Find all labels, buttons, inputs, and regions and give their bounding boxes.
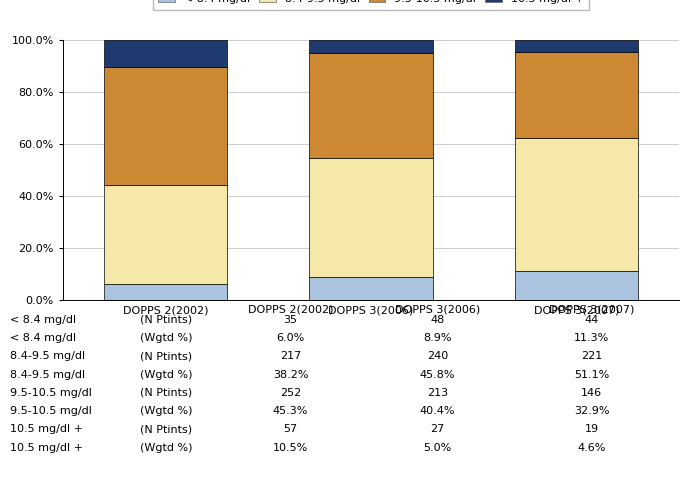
Text: 221: 221 — [581, 352, 602, 362]
Text: 9.5-10.5 mg/dl: 9.5-10.5 mg/dl — [10, 406, 92, 416]
Bar — [104, 40, 228, 68]
Text: < 8.4 mg/dl: < 8.4 mg/dl — [10, 333, 76, 343]
Text: 10.5 mg/dl +: 10.5 mg/dl + — [10, 424, 83, 434]
Text: 217: 217 — [280, 352, 301, 362]
Text: 8.4-9.5 mg/dl: 8.4-9.5 mg/dl — [10, 352, 85, 362]
Bar — [104, 68, 228, 185]
Text: (N Ptints): (N Ptints) — [140, 424, 192, 434]
Text: (Wgtd %): (Wgtd %) — [140, 442, 192, 452]
Text: 45.8%: 45.8% — [420, 370, 455, 380]
Legend: < 8.4 mg/dl, 8.4-9.5 mg/dl, 9.5-10.5 mg/dl, 10.5 mg/dl +: < 8.4 mg/dl, 8.4-9.5 mg/dl, 9.5-10.5 mg/… — [153, 0, 589, 10]
Bar — [309, 52, 433, 158]
Text: 45.3%: 45.3% — [273, 406, 308, 416]
Text: (Wgtd %): (Wgtd %) — [140, 333, 192, 343]
Text: 10.5 mg/dl +: 10.5 mg/dl + — [10, 442, 83, 452]
Text: 146: 146 — [581, 388, 602, 398]
Bar — [514, 40, 638, 52]
Text: 9.5-10.5 mg/dl: 9.5-10.5 mg/dl — [10, 388, 92, 398]
Text: 35: 35 — [284, 315, 298, 325]
Bar — [309, 277, 433, 300]
Text: DOPPS 2(2002): DOPPS 2(2002) — [248, 304, 333, 314]
Text: 5.0%: 5.0% — [424, 442, 452, 452]
Text: 10.5%: 10.5% — [273, 442, 308, 452]
Text: DOPPS 3(2007): DOPPS 3(2007) — [549, 304, 634, 314]
Bar — [514, 52, 638, 138]
Text: 252: 252 — [280, 388, 301, 398]
Text: 19: 19 — [584, 424, 598, 434]
Text: 48: 48 — [430, 315, 444, 325]
Text: 38.2%: 38.2% — [273, 370, 308, 380]
Text: 6.0%: 6.0% — [276, 333, 304, 343]
Bar — [309, 40, 433, 52]
Text: 240: 240 — [427, 352, 448, 362]
Text: (Wgtd %): (Wgtd %) — [140, 370, 192, 380]
Text: 51.1%: 51.1% — [574, 370, 609, 380]
Bar — [514, 138, 638, 270]
Text: 8.4-9.5 mg/dl: 8.4-9.5 mg/dl — [10, 370, 85, 380]
Text: 32.9%: 32.9% — [574, 406, 609, 416]
Text: (Wgtd %): (Wgtd %) — [140, 406, 192, 416]
Bar — [104, 185, 228, 284]
Text: 44: 44 — [584, 315, 598, 325]
Text: 4.6%: 4.6% — [578, 442, 606, 452]
Text: 40.4%: 40.4% — [420, 406, 455, 416]
Text: 213: 213 — [427, 388, 448, 398]
Text: (N Ptints): (N Ptints) — [140, 388, 192, 398]
Text: 57: 57 — [284, 424, 298, 434]
Text: (N Ptints): (N Ptints) — [140, 352, 192, 362]
Text: 11.3%: 11.3% — [574, 333, 609, 343]
Text: 27: 27 — [430, 424, 444, 434]
Text: < 8.4 mg/dl: < 8.4 mg/dl — [10, 315, 76, 325]
Text: DOPPS 3(2006): DOPPS 3(2006) — [395, 304, 480, 314]
Bar — [514, 270, 638, 300]
Text: 8.9%: 8.9% — [424, 333, 452, 343]
Bar — [309, 158, 433, 277]
Bar — [104, 284, 228, 300]
Text: (N Ptints): (N Ptints) — [140, 315, 192, 325]
